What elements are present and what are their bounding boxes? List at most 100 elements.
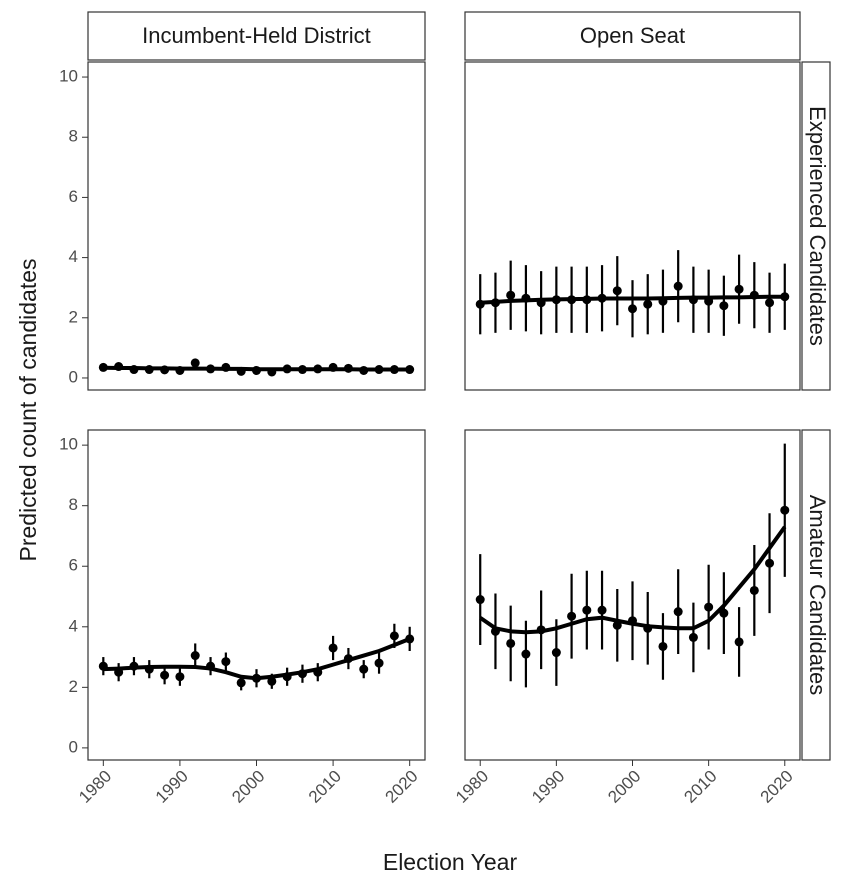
point	[297, 365, 307, 375]
point	[267, 676, 277, 686]
point	[521, 649, 531, 659]
point	[673, 607, 683, 617]
point	[328, 362, 338, 372]
x-tick-label: 2020	[381, 767, 421, 807]
point	[374, 365, 384, 375]
point	[267, 367, 277, 377]
point	[597, 605, 607, 615]
point	[114, 362, 124, 372]
point	[506, 290, 516, 300]
x-tick-label: 2010	[680, 767, 720, 807]
point	[658, 296, 668, 306]
point	[129, 661, 139, 671]
point	[597, 293, 607, 303]
strip	[464, 11, 801, 61]
point	[282, 364, 292, 374]
point	[175, 672, 185, 682]
point	[236, 678, 246, 688]
column-label: Incumbent-Held District	[142, 23, 371, 48]
panel	[464, 61, 801, 391]
point	[328, 643, 338, 653]
point	[582, 605, 592, 615]
point	[719, 608, 729, 618]
point	[175, 365, 185, 375]
y-tick-label: 2	[69, 307, 78, 326]
point	[252, 673, 261, 683]
point	[389, 631, 399, 641]
point	[749, 585, 759, 595]
point	[551, 648, 561, 658]
point	[704, 602, 714, 612]
strip	[801, 61, 831, 391]
point	[405, 634, 415, 644]
y-tick-label: 8	[69, 495, 78, 514]
y-axis-label: Predicted count of candidates	[15, 258, 41, 561]
point	[343, 363, 353, 373]
point	[206, 661, 216, 671]
point	[673, 281, 683, 291]
point	[658, 641, 668, 651]
point	[190, 651, 200, 661]
point	[475, 299, 485, 309]
x-tick-label: 2010	[305, 767, 345, 807]
panel	[87, 429, 426, 761]
point	[765, 298, 775, 308]
x-tick-label: 2000	[228, 767, 268, 807]
x-axis-label: Election Year	[383, 849, 518, 875]
point	[612, 286, 622, 296]
point	[780, 505, 790, 515]
point	[221, 657, 231, 667]
point	[704, 296, 714, 306]
point	[734, 637, 744, 647]
point	[252, 365, 261, 375]
point	[490, 298, 500, 308]
x-tick-label: 1980	[452, 767, 492, 807]
strip	[801, 429, 831, 761]
point	[643, 623, 653, 633]
point	[475, 595, 485, 605]
point	[374, 658, 384, 668]
point	[582, 295, 592, 305]
point	[719, 301, 729, 311]
y-tick-label: 4	[69, 616, 78, 635]
point	[506, 638, 516, 648]
point	[144, 664, 154, 674]
point	[536, 298, 546, 308]
y-tick-label: 6	[69, 556, 78, 575]
y-tick-label: 6	[69, 187, 78, 206]
point	[567, 295, 577, 305]
point	[749, 290, 759, 300]
point	[643, 299, 653, 309]
point	[567, 611, 577, 621]
strip	[87, 11, 426, 61]
y-tick-label: 4	[69, 247, 78, 266]
y-tick-label: 2	[69, 677, 78, 696]
point	[405, 365, 415, 375]
point	[343, 654, 353, 664]
point	[190, 358, 200, 368]
point	[359, 365, 369, 375]
x-tick-label: 1990	[528, 767, 568, 807]
point	[780, 292, 790, 302]
point	[129, 365, 139, 375]
point	[628, 616, 637, 626]
x-tick-label: 1990	[152, 767, 192, 807]
smooth-line	[480, 294, 785, 305]
y-tick-label: 0	[69, 367, 78, 386]
column-label: Open Seat	[580, 23, 685, 48]
point	[114, 667, 124, 677]
point	[313, 364, 323, 374]
point	[313, 667, 323, 677]
point	[628, 304, 637, 314]
point	[160, 670, 170, 680]
y-tick-label: 10	[59, 67, 78, 86]
y-tick-label: 0	[69, 737, 78, 756]
point	[688, 632, 698, 642]
y-tick-label: 10	[59, 435, 78, 454]
point	[612, 620, 622, 630]
x-tick-label: 1980	[75, 767, 115, 807]
point	[389, 365, 399, 375]
point	[765, 558, 775, 568]
panel	[87, 61, 426, 391]
